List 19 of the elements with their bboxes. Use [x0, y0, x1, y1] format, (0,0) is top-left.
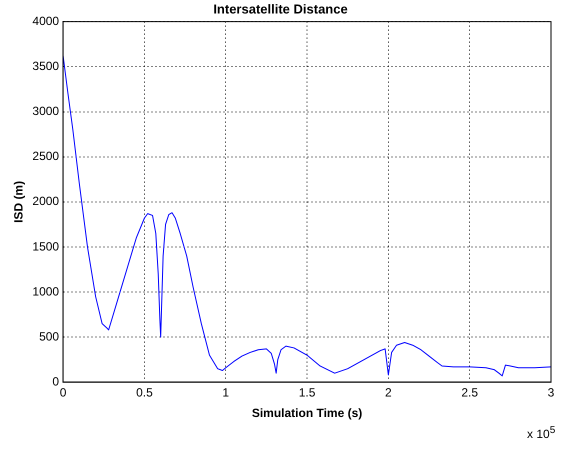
x-tick-label: 0.5: [136, 386, 154, 400]
y-tick-label: 500: [39, 329, 60, 344]
x-tick-label: 1: [222, 386, 230, 400]
y-axis-title: ISD (m): [12, 180, 26, 223]
y-tick-label: 4000: [32, 14, 60, 28]
y-tick-label: 1500: [32, 239, 60, 254]
y-tick-label: 1000: [32, 284, 60, 298]
x-tick-label: 2: [385, 386, 392, 400]
x-tick-label: 1.5: [298, 386, 316, 400]
text: x 10$^{5}$: [527, 425, 556, 441]
y-tick-label: 0: [52, 374, 60, 389]
y-tick-label: 3500: [32, 58, 60, 73]
y-tick-label: 2000: [32, 194, 60, 208]
x-tick-label: 2.5: [461, 386, 478, 400]
x-axis-title: Simulation Time (s): [252, 406, 362, 420]
y-tick-label: 3000: [32, 104, 60, 118]
y-tick-label: 2500: [32, 149, 60, 164]
x-tick-label: 3: [548, 386, 555, 400]
chart-title: Intersatellite Distance: [213, 1, 348, 16]
